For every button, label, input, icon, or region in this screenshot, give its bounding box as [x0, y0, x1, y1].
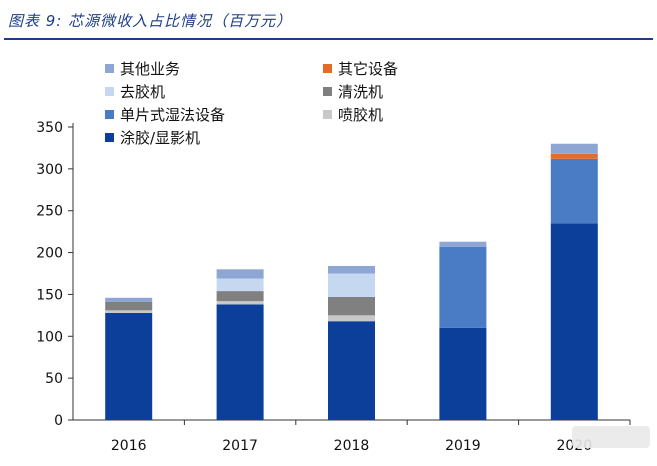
- bar-segment: [550, 143, 598, 154]
- legend-swatch: [105, 133, 114, 142]
- y-tick-label: 350: [36, 120, 63, 136]
- axes: 0501001502002503003502016201720182019202…: [36, 120, 631, 454]
- bar-segment: [550, 153, 598, 159]
- bar-segment: [105, 312, 153, 420]
- y-tick-label: 300: [36, 162, 63, 178]
- x-tick-label: 2017: [222, 438, 258, 454]
- legend-swatch: [105, 87, 114, 96]
- x-tick-label: 2016: [111, 438, 147, 454]
- legend-swatch: [323, 110, 332, 119]
- legend-swatch: [105, 64, 114, 73]
- bar-segment: [439, 246, 487, 328]
- bar-segment: [216, 269, 264, 279]
- bar-segment: [328, 273, 375, 297]
- y-tick-label: 100: [36, 329, 63, 345]
- legend-label: 清洗机: [338, 83, 383, 101]
- bar-segment: [550, 223, 598, 420]
- bar-segment: [328, 265, 375, 274]
- legend-swatch: [323, 64, 332, 73]
- y-tick-label: 50: [45, 371, 63, 387]
- bar-segment: [439, 241, 487, 247]
- y-tick-label: 150: [36, 287, 63, 303]
- watermark: [572, 426, 650, 448]
- bar-segment: [105, 310, 153, 313]
- bar-segment: [439, 327, 487, 420]
- bars: [105, 143, 598, 420]
- bar-segment: [216, 301, 264, 305]
- bar-segment: [216, 304, 264, 420]
- x-tick-label: 2018: [334, 438, 370, 454]
- bar-segment: [550, 158, 598, 224]
- bar-segment: [105, 301, 153, 311]
- bar-segment: [216, 291, 264, 302]
- y-tick-label: 250: [36, 204, 63, 220]
- legend-label: 其它设备: [338, 60, 398, 78]
- legend-label: 喷胶机: [338, 106, 383, 124]
- x-tick-label: 2019: [445, 438, 481, 454]
- legend-label: 单片式湿法设备: [120, 106, 225, 124]
- chart-title: 图表 9: 芯源微收入占比情况（百万元）: [8, 12, 293, 30]
- title-underline: [4, 38, 653, 40]
- legend-label: 去胶机: [120, 83, 165, 101]
- bar-segment: [105, 297, 153, 302]
- bar-segment: [328, 315, 375, 322]
- bar-segment: [328, 296, 375, 316]
- y-tick-label: 200: [36, 246, 63, 262]
- y-tick-label: 0: [54, 413, 63, 429]
- legend-label: 涂胶/显影机: [120, 129, 200, 147]
- bar-segment: [328, 321, 375, 420]
- legend-swatch: [323, 87, 332, 96]
- legend-label: 其他业务: [120, 60, 180, 78]
- bar-segment: [216, 278, 264, 292]
- legend-swatch: [105, 110, 114, 119]
